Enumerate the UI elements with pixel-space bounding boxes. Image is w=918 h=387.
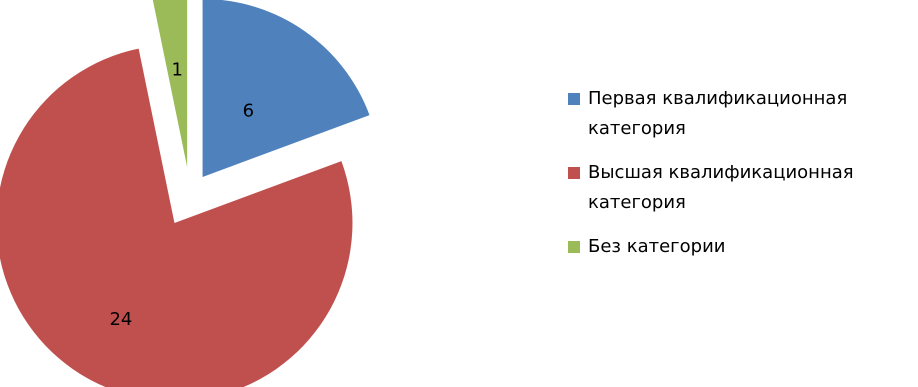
legend-item-no-category: Без категории [568, 232, 913, 262]
legend-swatch-no-category [568, 241, 580, 253]
pie-slice-first-category [202, 0, 370, 177]
data-label-highest-category: 24 [109, 309, 132, 330]
legend-swatch-first-category [568, 93, 580, 105]
legend-item-first-category: Первая квалификационная категория [568, 84, 913, 144]
legend-label-highest-category: Высшая квалификационная категория [588, 162, 854, 213]
legend-swatch-highest-category [568, 167, 580, 179]
legend: Первая квалификационная категория Высшая… [568, 84, 913, 276]
legend-item-highest-category: Высшая квалификационная категория [568, 158, 913, 218]
legend-label-first-category: Первая квалификационная категория [588, 88, 848, 139]
pie-slice-no-category [152, 0, 188, 168]
legend-label-no-category: Без категории [588, 236, 726, 257]
data-label-first-category: 6 [243, 101, 254, 122]
data-label-no-category: 1 [172, 59, 183, 80]
pie-slice-highest-category [0, 48, 353, 387]
